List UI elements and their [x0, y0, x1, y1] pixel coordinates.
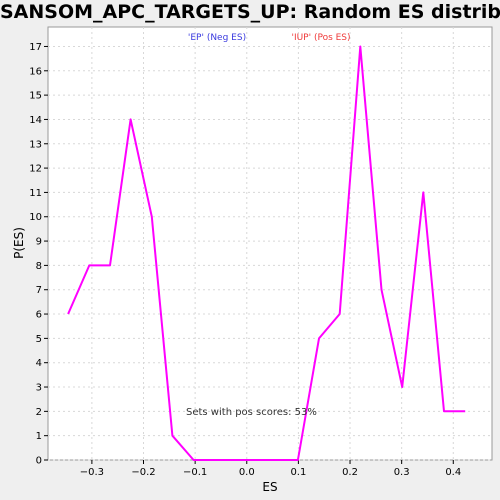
legend-entry: 'IUP' (Pos ES) [291, 33, 350, 43]
y-tick-label: 7 [36, 285, 42, 296]
legend-entry: 'EP' (Neg ES) [188, 33, 246, 43]
y-tick-label: 8 [36, 261, 42, 272]
x-axis-title: ES [262, 480, 277, 494]
y-tick-label: 13 [29, 139, 42, 150]
y-axis-title: P(ES) [12, 227, 26, 259]
x-tick-label: −0.3 [80, 467, 104, 478]
x-tick-label: 0.4 [445, 467, 461, 478]
x-tick-label: −0.1 [183, 467, 207, 478]
x-tick-label: 0.2 [342, 467, 358, 478]
y-tick-label: 5 [36, 334, 42, 345]
axes: −0.3 −0.2 −0.1 0.0 0.1 0.2 0.3 0.40123456789101… [29, 42, 461, 478]
y-tick-label: 16 [29, 66, 42, 77]
y-tick-label: 3 [36, 383, 42, 394]
y-tick-label: 0 [36, 456, 42, 467]
y-tick-label: 9 [36, 237, 42, 248]
y-tick-label: 6 [36, 310, 42, 321]
x-tick-label: −0.2 [131, 467, 155, 478]
y-tick-label: 14 [29, 115, 42, 126]
legend: 'EP' (Neg ES) 'IUP' (Pos ES) [188, 33, 351, 43]
x-tick-label: 0.1 [290, 467, 306, 478]
y-tick-label: 11 [29, 188, 42, 199]
y-tick-label: 12 [29, 164, 42, 175]
y-tick-label: 2 [36, 407, 42, 418]
y-tick-label: 1 [36, 431, 42, 442]
y-tick-label: 10 [29, 212, 42, 223]
y-tick-label: 17 [29, 42, 42, 53]
y-tick-label: 15 [29, 91, 42, 102]
x-tick-label: 0.0 [239, 467, 255, 478]
chart-title: SANSOM_APC_TARGETS_UP: Random ES distrib… [0, 1, 500, 23]
plot-area [47, 26, 493, 461]
series-line [67, 45, 466, 461]
x-tick-label: 0.3 [394, 467, 410, 478]
annotation-text: Sets with pos scores: 53% [186, 407, 317, 418]
y-tick-label: 4 [36, 358, 42, 369]
series-layer [67, 45, 466, 461]
